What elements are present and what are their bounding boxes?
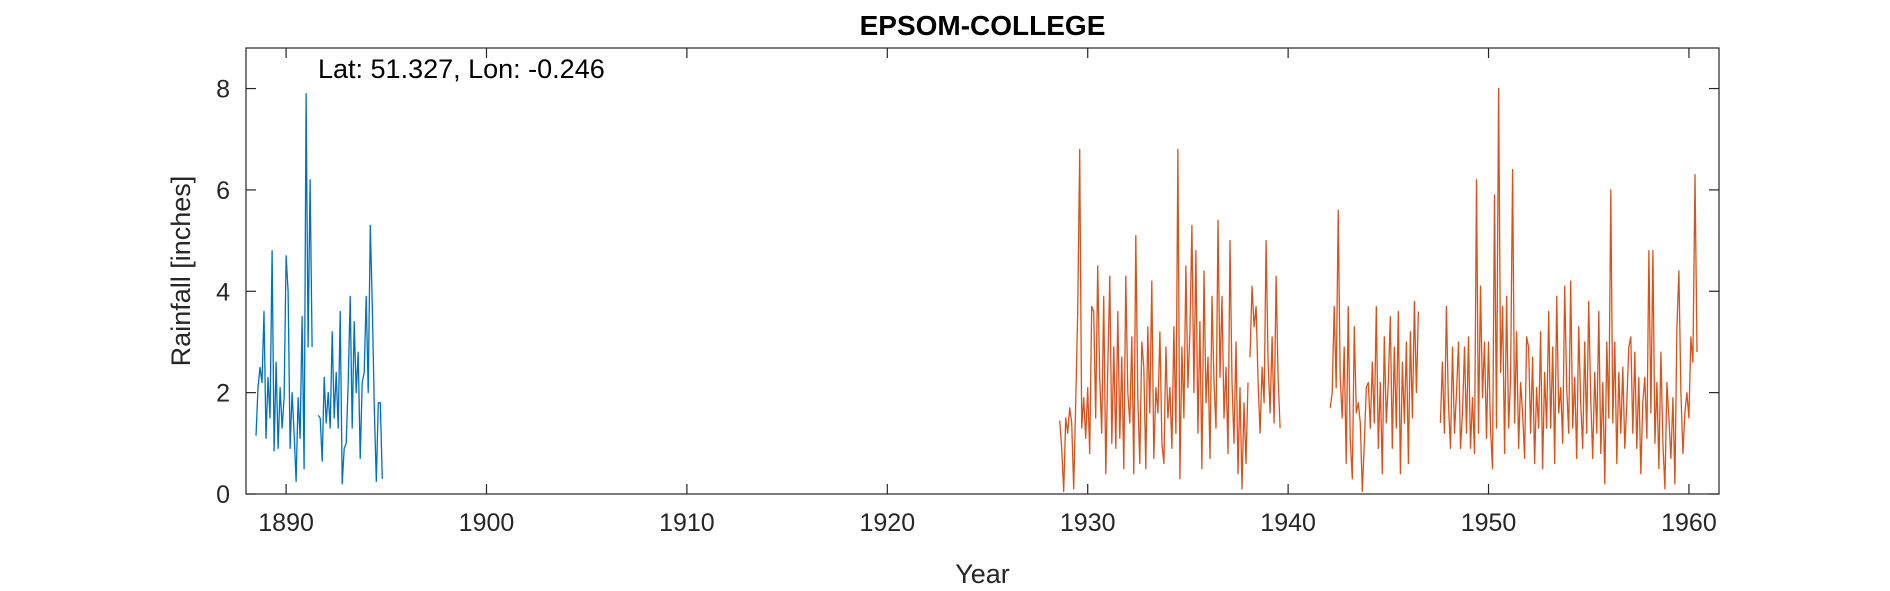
series-2-segment-3 bbox=[1329, 209, 1420, 493]
location-annotation: Lat: 51.327, Lon: -0.246 bbox=[318, 54, 605, 84]
x-tick-label: 1950 bbox=[1461, 509, 1517, 537]
y-tick-label: 6 bbox=[216, 177, 230, 205]
series-2-segment-1 bbox=[1059, 148, 1249, 493]
plot-area-box bbox=[245, 47, 1720, 495]
x-tick-label: 1930 bbox=[1060, 509, 1116, 537]
series-2-segment-4 bbox=[1439, 87, 1698, 490]
series-2-segment-2 bbox=[1249, 239, 1281, 434]
x-tick-label: 1960 bbox=[1661, 509, 1717, 537]
y-tick-label: 4 bbox=[216, 278, 230, 306]
x-tick-label: 1900 bbox=[459, 509, 515, 537]
y-tick-label: 8 bbox=[216, 76, 230, 104]
x-tick-label: 1940 bbox=[1260, 509, 1316, 537]
series-1-segment-2 bbox=[317, 224, 383, 485]
x-axis-label: Year bbox=[955, 559, 1010, 589]
x-tick-label: 1910 bbox=[659, 509, 715, 537]
axis-ticks: 1890 1900 1910 1920 1930 1940 1950 1960 0 2 4 6 8 bbox=[216, 48, 1719, 537]
y-tick-label: 2 bbox=[216, 380, 230, 408]
y-tick-label: 0 bbox=[216, 481, 230, 509]
series-layer bbox=[255, 87, 1698, 493]
series-1-segment-1 bbox=[255, 92, 313, 482]
x-tick-label: 1920 bbox=[859, 509, 915, 537]
x-tick-label: 1890 bbox=[258, 509, 314, 537]
chart-title: EPSOM-COLLEGE bbox=[860, 10, 1106, 41]
y-axis-label: Rainfall [inches] bbox=[166, 176, 196, 367]
